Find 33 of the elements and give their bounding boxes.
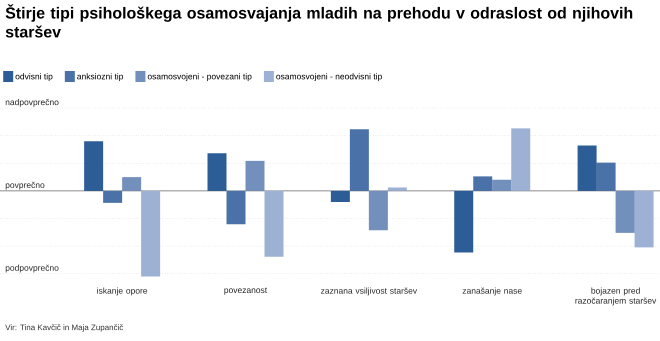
legend-label: anksiozni tip xyxy=(77,73,124,82)
bar xyxy=(122,177,142,191)
bar xyxy=(141,190,160,276)
annotation: povprečno xyxy=(6,182,44,190)
bar xyxy=(492,180,512,191)
text: nadpovprečno xyxy=(6,98,59,107)
bar xyxy=(207,153,226,191)
legend-label: osamosvojeni - neodvisni tip xyxy=(276,73,382,82)
x-tick-label: zaznana vsiljivost staršev xyxy=(320,288,418,296)
annotation: podpovprečno xyxy=(6,264,59,273)
bar xyxy=(350,129,369,191)
bar xyxy=(616,190,635,233)
bar xyxy=(634,190,654,248)
legend-label: osamosvojeni - povezani tip xyxy=(148,73,252,82)
x-tick-label: zanašanje nase xyxy=(462,288,522,296)
x-tick-label: povezanost xyxy=(224,288,268,295)
bar xyxy=(330,190,350,202)
bar xyxy=(226,190,246,224)
bar xyxy=(103,190,122,203)
bar xyxy=(511,128,530,191)
bar xyxy=(368,190,388,230)
bar xyxy=(84,141,104,191)
x-tick-label: iskanje opore xyxy=(97,288,148,296)
bar xyxy=(245,160,264,191)
bar xyxy=(596,162,616,191)
bar xyxy=(388,187,407,191)
bar xyxy=(454,190,474,253)
bar xyxy=(264,190,284,257)
chart-title: Štirje tipi psihološkega osamosvajanja mladih na prehodu v odraslost od njihovih staršev xyxy=(6,4,632,38)
legend-label: odvisni tip xyxy=(16,73,52,82)
x-tick-label: bojazen pred razočaranjem staršev xyxy=(575,288,656,306)
bar xyxy=(473,176,492,191)
bar xyxy=(578,146,597,191)
